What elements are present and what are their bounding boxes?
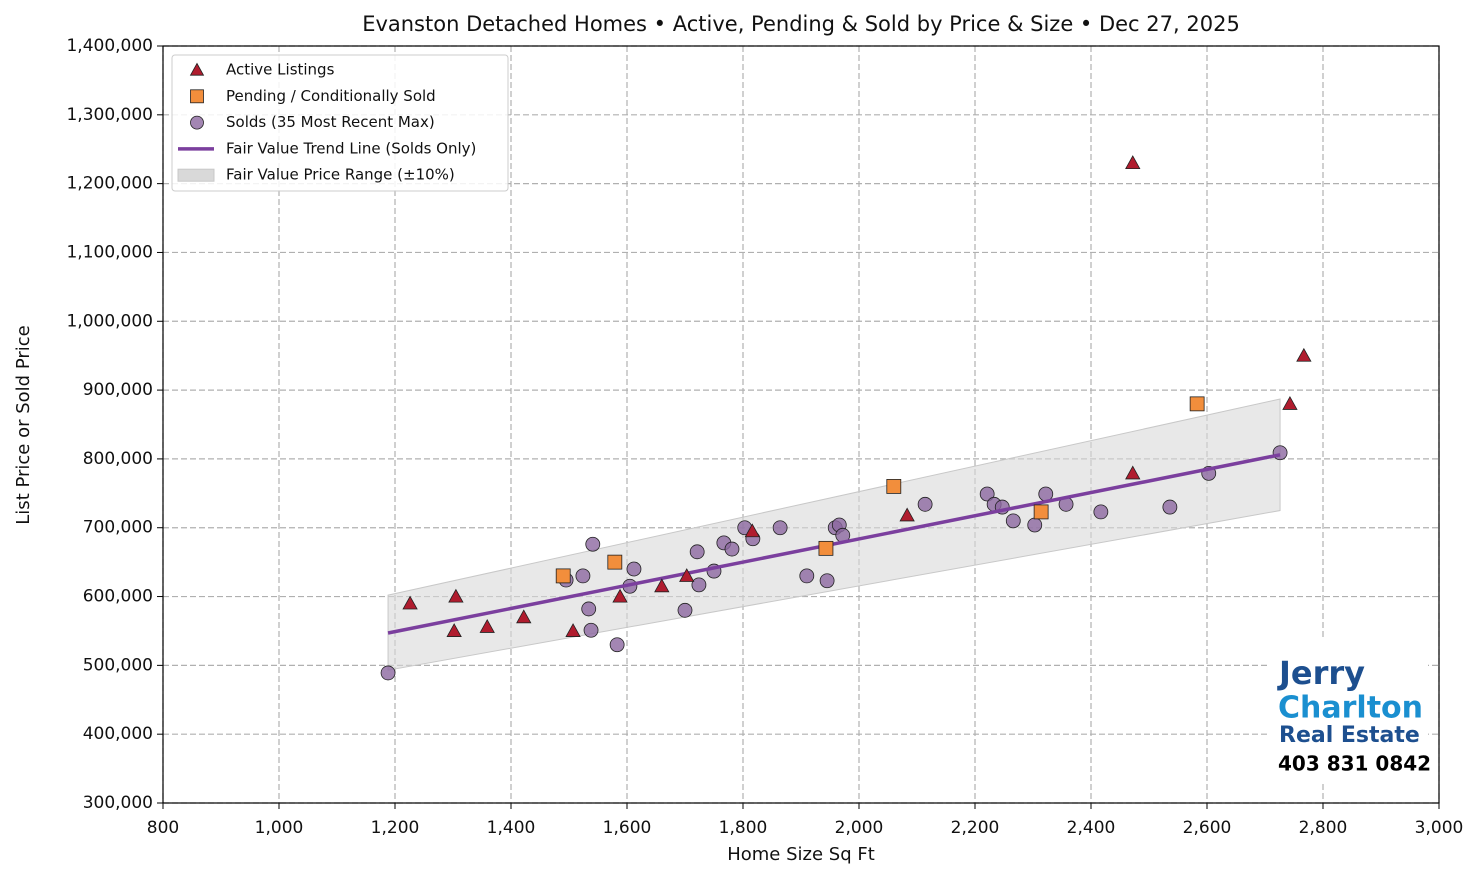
marker-square [886,479,902,494]
marker-circle [1162,499,1178,515]
legend-swatch [177,168,215,182]
x-tick-label: 2,600 [1183,818,1232,838]
x-tick-label: 1,200 [371,818,420,838]
marker-circle [1027,517,1043,533]
marker-circle [917,496,933,512]
x-tick-label: 2,200 [951,818,1000,838]
marker-triangle [1125,465,1141,480]
marker-triangle [479,619,495,633]
x-tick-label: 2,000 [835,818,884,838]
marker-circle [380,665,396,681]
y-tick-label: 800,000 [83,449,153,469]
chart-title: Evanston Detached Homes • Active, Pendin… [362,12,1240,36]
marker-circle [1093,504,1109,520]
x-tick-label: 1,400 [487,818,536,838]
x-tick-label: 1,600 [603,818,652,838]
marker-triangle [1296,347,1312,362]
y-axis-label: List Price or Sold Price [13,325,34,524]
logo-text: Real Estate [1279,723,1420,748]
legend-label: Fair Value Price Range (±10%) [226,166,455,184]
y-tick-label: 400,000 [83,724,153,744]
x-tick-label: 2,800 [1299,818,1348,838]
marker-square [607,554,623,570]
marker-triangle [565,623,581,637]
marker-circle [677,602,693,618]
logo-phone: 403 831 0842 [1278,752,1431,776]
y-tick-label: 900,000 [83,380,153,400]
legend-box [171,54,509,192]
marker-circle [190,115,204,130]
marker-circle [772,520,788,536]
marker-triangle [189,62,205,76]
logo-background [1268,640,1428,782]
x-tick-label: 2,400 [1067,818,1116,838]
marker-square [1189,396,1205,412]
marker-triangle [612,588,628,603]
plot-frame [162,45,1440,804]
marker-square [555,568,571,584]
marker-circle [689,544,705,560]
plot-area: 800 1,000 1,200 1,400 1,600 1,800 2,000 2,200 2,… [66,36,1463,838]
marker-circle [581,601,597,617]
marker-circle [575,568,591,584]
logo: Jerry Charlton Real Estate 403 831 0842 [1268,640,1431,782]
marker-circle [1272,445,1288,461]
y-tick-label: 300,000 [83,793,153,813]
marker-triangle [679,568,695,582]
x-tick-label: 3,000 [1415,818,1464,838]
marker-circle [626,561,642,577]
y-tick-label: 700,000 [83,518,153,538]
y-tick-label: 1,300,000 [66,105,153,125]
marker-circle [609,637,625,653]
logo-text: Jerry [1277,654,1365,692]
marker-circle [583,622,599,638]
y-tick-label: 1,000,000 [66,311,153,331]
marker-circle [819,573,835,589]
marker-triangle [448,588,464,603]
marker-circle [585,536,601,552]
logo-text: Charlton [1278,691,1423,726]
marker-triangle [1125,155,1141,169]
marker-circle [724,541,740,557]
marker-triangle [899,507,915,522]
marker-triangle [446,623,462,637]
marker-circle [799,568,815,584]
marker-triangle [744,523,760,538]
y-tick-label: 1,200,000 [66,174,153,194]
trend-line [387,453,1281,635]
x-tick-label: 1,800 [719,818,768,838]
legend-label: Pending / Conditionally Sold [226,87,436,105]
x-tick-label: 800 [147,818,179,838]
marker-circle [1005,513,1021,529]
legend: Active Listings Pending / Conditionally S… [171,54,509,192]
marker-triangle [1282,396,1298,410]
y-tick-label: 600,000 [83,587,153,607]
legend-label: Fair Value Trend Line (Solds Only) [226,139,476,157]
marker-square [818,540,834,556]
legend-label: Solds (35 Most Recent Max) [226,113,435,131]
marker-triangle [516,609,532,624]
marker-circle [691,577,707,593]
marker-square [1033,504,1049,520]
marker-square [190,89,204,104]
y-tick-label: 500,000 [83,655,153,675]
marker-triangle [402,595,418,610]
legend-label: Active Listings [226,61,335,79]
y-tick-label: 1,100,000 [66,242,153,262]
x-tick-label: 1,000 [255,818,304,838]
marker-circle [979,486,995,502]
y-tick-label: 1,400,000 [66,36,153,56]
x-axis-label: Home Size Sq Ft [727,844,875,865]
marker-triangle [654,578,670,593]
